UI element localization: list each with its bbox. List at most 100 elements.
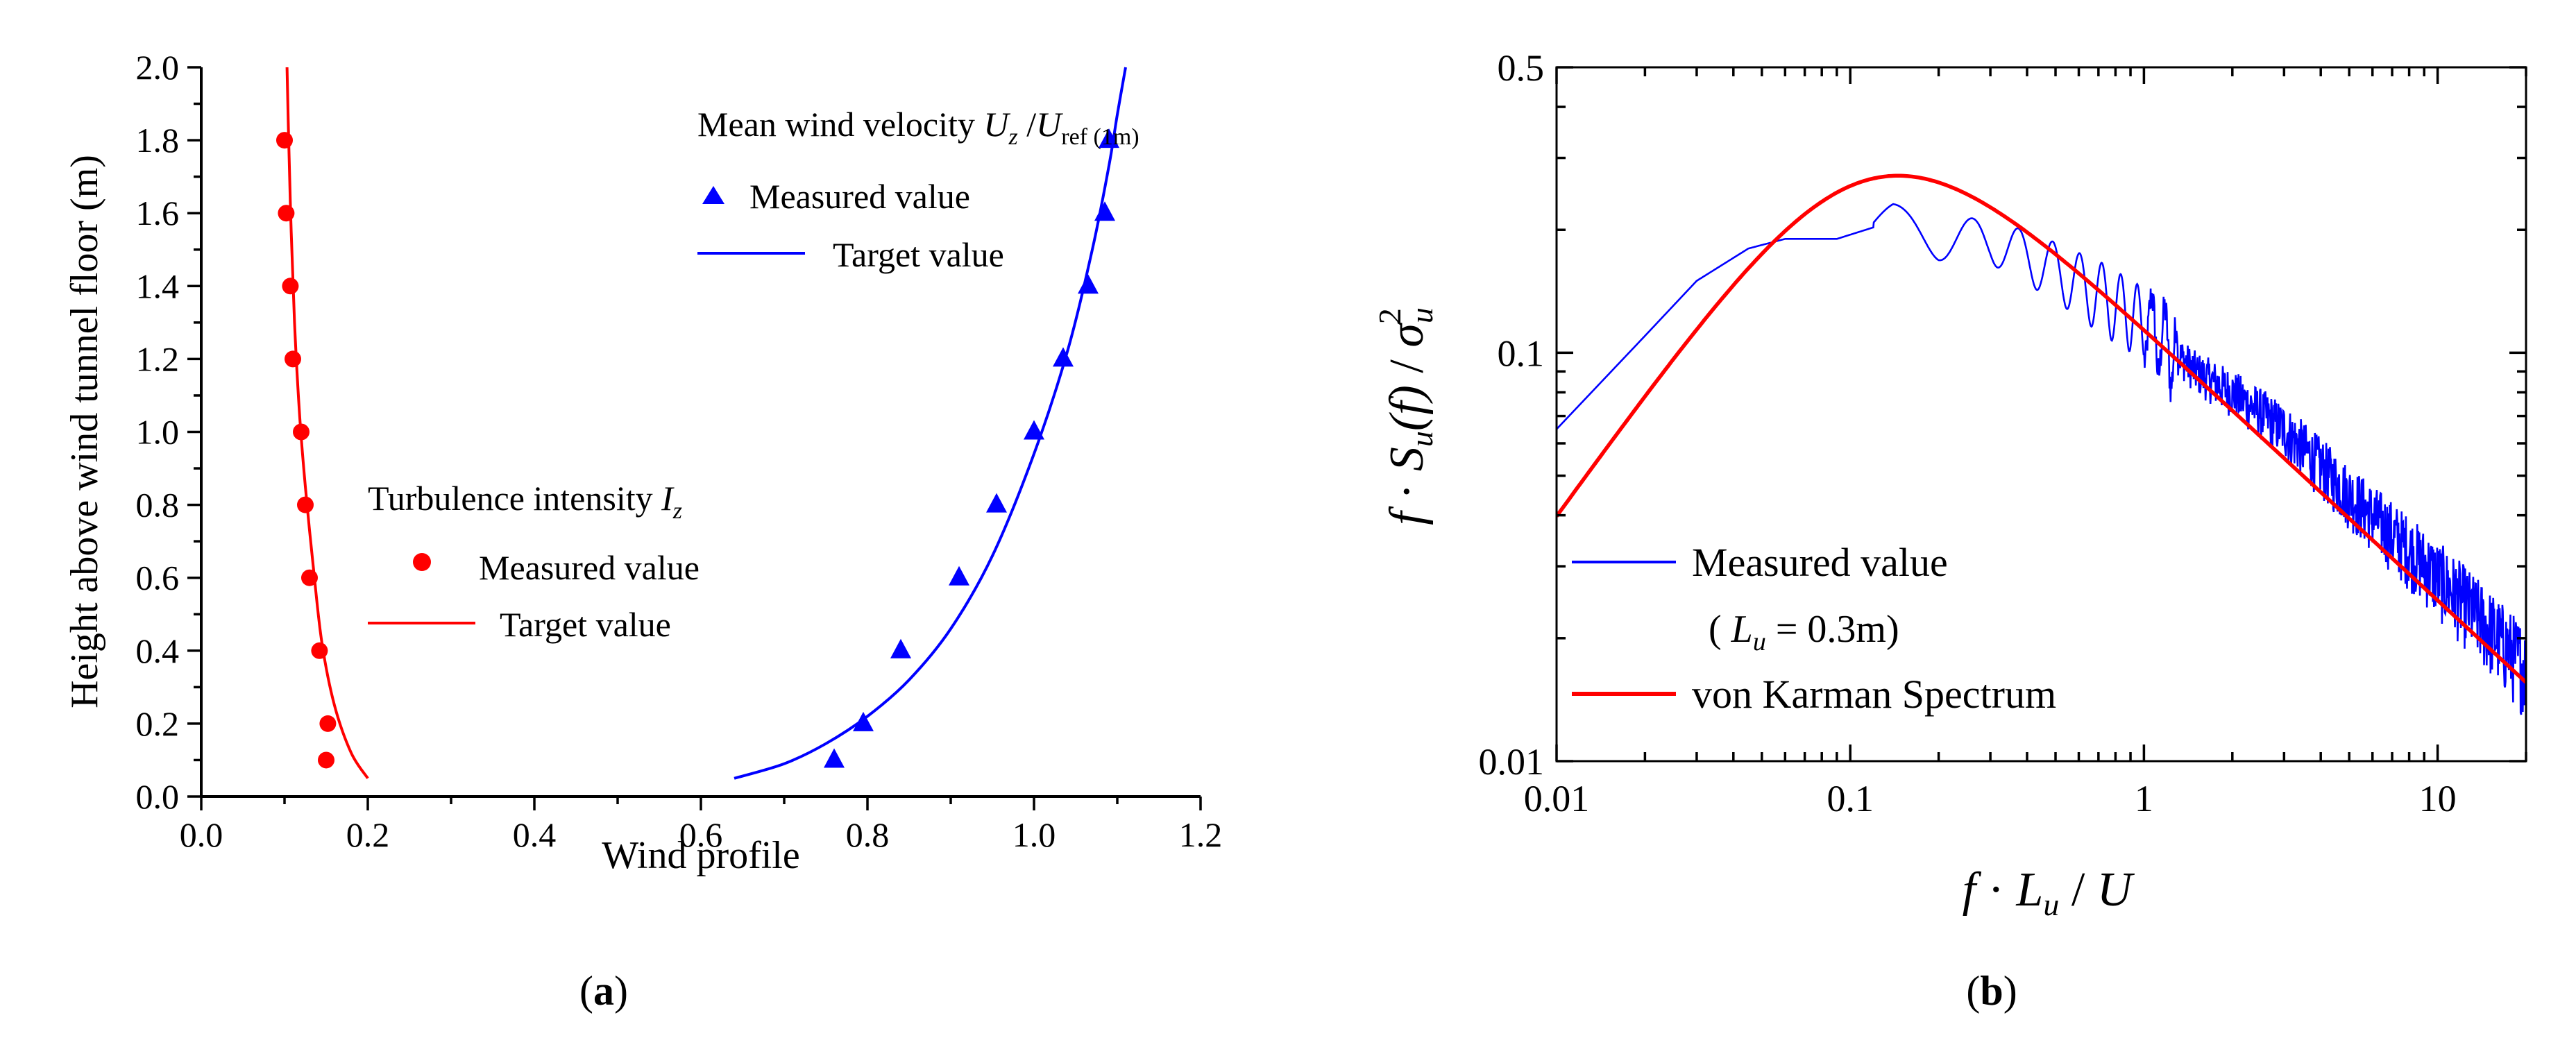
panel-b-y-tick-label: 0.01: [1479, 741, 1545, 783]
legend-mean-wind-sub2: ref (1m): [1061, 124, 1139, 150]
mean-wind-measured-point: [853, 711, 874, 731]
legend-turbulence-title-text: Turbulence intensity: [368, 479, 653, 518]
turbulence-measured-point: [319, 715, 337, 732]
panel-a-points: [276, 128, 1119, 769]
panel-a-y-tick-label: 0.4: [136, 631, 180, 670]
legend-b-note-open: (: [1709, 608, 1731, 651]
panel-a-label: (a): [579, 968, 628, 1014]
mean-wind-measured-point: [1099, 128, 1119, 148]
panel-b-x-label: f · Lu / U: [1963, 863, 2135, 922]
legend-blue-measured: Measured value: [749, 177, 970, 216]
panel-a-x-label: Wind profile: [602, 834, 799, 877]
panel-b-x-L: L: [2015, 863, 2043, 917]
mean-wind-measured-point: [1024, 420, 1044, 440]
panel-a-y-tick-label: 2.0: [136, 48, 180, 87]
turbulence-measured-point: [278, 205, 295, 222]
turbulence-measured-point: [276, 132, 293, 149]
panel-b: 0.01 0.1 1 10 0.01 0.1 0.5 f · Lu / U f · Su(…: [1372, 47, 2527, 1014]
mean-wind-measured-point: [890, 638, 911, 658]
mean-wind-measured-point: [1094, 201, 1115, 221]
panel-b-x-U: U: [2097, 863, 2135, 917]
panel-b-y-tick-label: 0.5: [1498, 47, 1545, 89]
legend-mean-wind-sub: z: [1008, 124, 1018, 150]
panel-b-x-dot: ·: [1976, 863, 2016, 917]
legend-b-note-sub: u: [1753, 627, 1766, 656]
panel-b-x-tick-label: 1: [2135, 778, 2153, 819]
panel-b-y-sigsub: u: [1404, 307, 1439, 323]
mean-wind-target-line: [734, 67, 1127, 780]
panel-b-letter: b: [1980, 968, 2003, 1014]
legend-b-measured: Measured value: [1692, 540, 1948, 585]
panel-b-x-tick-label: 0.01: [1524, 778, 1590, 819]
mean-wind-measured-point: [949, 565, 969, 586]
panel-a-y-tick-label: 1.4: [136, 266, 180, 305]
panel-a-x-tick-label: 0.4: [513, 815, 557, 854]
panel-a-y-tick-label: 0.8: [136, 486, 180, 525]
panel-a-x-tick-label: 0.8: [846, 815, 890, 854]
panel-b-y-tick-labels: 0.01 0.1 0.5: [1479, 47, 1545, 783]
panel-a-letter: a: [593, 968, 614, 1014]
panel-b-x-tail: /: [2059, 863, 2096, 917]
panel-b-y-tick-label: 0.1: [1498, 332, 1545, 374]
panel-a-y-label: Height above wind tunnel floor (m): [63, 155, 106, 708]
panel-b-frame: [1555, 66, 2527, 763]
legend-mean-wind-title-text: Mean wind velocity: [697, 105, 975, 144]
panel-b-y-sub: u: [1404, 431, 1439, 447]
panel-b-x-tick-label: 10: [2419, 778, 2457, 819]
turbulence-measured-point: [318, 751, 334, 769]
panel-b-x-tick-labels: 0.01 0.1 1 10: [1524, 778, 2457, 819]
measured-spectrum-line: [1557, 203, 2526, 715]
panel-b-y-label: f · Su(f) / σu2: [1372, 307, 1439, 525]
panel-a-x-tick-label: 1.2: [1179, 815, 1223, 854]
legend-triangle-marker: [702, 186, 724, 204]
turbulence-measured-point: [311, 642, 328, 659]
turbulence-measured-point: [282, 278, 299, 295]
mean-wind-measured-point: [1053, 347, 1074, 367]
panel-b-x-sub: u: [2043, 887, 2059, 922]
panel-a-curves: [285, 67, 1127, 780]
turbulence-measured-point: [297, 496, 314, 513]
turbulence-measured-point: [285, 350, 301, 368]
mean-wind-measured-point: [1078, 274, 1099, 294]
legend-circle-marker: [413, 553, 431, 571]
legend-mean-wind-var2: U: [1036, 105, 1063, 144]
panel-a-y-tick-label: 1.0: [136, 413, 180, 452]
turbulence-measured-point: [301, 569, 318, 586]
panel-a-x-tick-label: 0.6: [679, 815, 723, 854]
panel-b-y-dot: ·: [1380, 471, 1434, 511]
legend-b-von-karman: von Karman Spectrum: [1692, 672, 2056, 717]
panel-a-y-tick-label: 0.6: [136, 559, 180, 597]
legend-red-measured: Measured value: [479, 548, 700, 587]
panel-b-x-tick-label: 0.1: [1827, 778, 1874, 819]
legend-red-target: Target value: [500, 605, 671, 644]
legend-b-lu-note: ( Lu = 0.3m): [1709, 608, 1899, 656]
panel-b-label: (b): [1966, 968, 2017, 1014]
panel-a-y-tick-labels: 0.0 0.2 0.4 0.6 0.8 1.0 1.2 1.4 1.6 1.8 2.0: [136, 48, 180, 816]
panel-a-y-tick-label: 1.6: [136, 194, 180, 232]
panel-a: 0.0 0.2 0.4 0.6 0.8 1.0 1.2 0.0 0.2 0.4 0.6 0.8 1.0…: [63, 48, 1222, 1014]
panel-b-y-sep: /: [1380, 348, 1434, 385]
panel-a-y-tick-label: 1.8: [136, 121, 180, 160]
panel-a-ticks: [187, 66, 1202, 810]
panel-b-ticks: [1555, 66, 2527, 763]
panel-a-x-tick-label: 0.0: [180, 815, 223, 854]
panel-b-y-arg: (f): [1380, 385, 1434, 431]
panel-a-x-tick-label: 1.0: [1012, 815, 1056, 854]
panel-a-x-tick-labels: 0.0 0.2 0.4 0.6 0.8 1.0 1.2: [180, 815, 1223, 854]
legend-turbulence-title: Turbulence intensity Iz: [368, 479, 682, 524]
legend-blue-target: Target value: [833, 235, 1004, 274]
legend-mean-wind-velocity: Mean wind velocity Uz /Uref (1m) Measure…: [697, 105, 1139, 274]
panel-b-y-sigma: σ: [1380, 322, 1434, 348]
legend-b-note-L: L: [1731, 608, 1753, 651]
mean-wind-measured-point: [986, 493, 1007, 513]
legend-mean-wind-sep: /: [1018, 105, 1037, 144]
panel-b-y-S: S: [1380, 447, 1434, 471]
panel-b-y-sigsup: 2: [1372, 308, 1407, 324]
von-karman-line: [1557, 173, 2526, 684]
legend-turbulence-var: I: [661, 479, 675, 518]
legend-mean-wind-title: Mean wind velocity Uz /Uref (1m): [697, 105, 1139, 150]
panel-a-y-tick-label: 0.2: [136, 704, 180, 743]
panel-a-y-tick-label: 0.0: [136, 777, 180, 816]
panel-b-legend: Measured value ( Lu = 0.3m) von Karman S…: [1572, 540, 2056, 717]
